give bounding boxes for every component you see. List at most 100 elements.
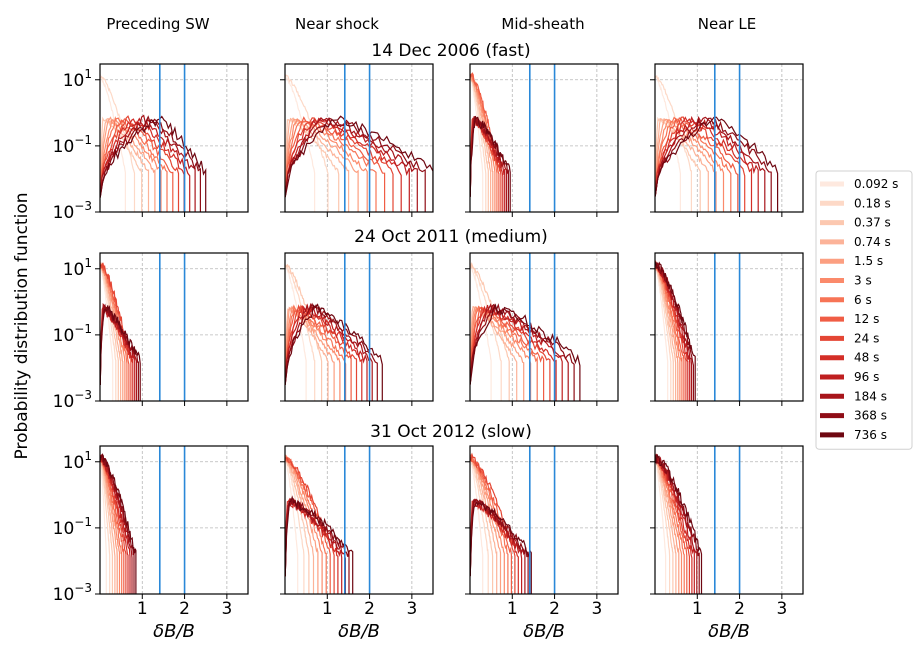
series-line	[655, 454, 703, 594]
series-line	[285, 457, 335, 594]
legend-label: 12 s	[854, 312, 879, 326]
panel-frame	[99, 252, 249, 402]
x-tick-label: 3	[776, 599, 787, 619]
series-line	[470, 76, 494, 212]
series-line	[655, 116, 753, 212]
series-line	[285, 495, 354, 594]
series-line	[655, 75, 692, 212]
series-line	[655, 119, 725, 212]
y-tick-label: 10−3	[53, 199, 92, 223]
series-line	[655, 453, 700, 594]
series-line	[285, 119, 368, 212]
panel: 1 2 3 δB/B	[465, 445, 619, 642]
panel-frame	[284, 252, 434, 402]
series-line	[100, 455, 135, 594]
legend-label: 48 s	[854, 351, 879, 365]
panel-frame	[654, 252, 804, 402]
panel-grid: 101 10−1 10−3 101 10−1 10−3 101 10−1 10−3 1 2 3 δB/B…	[53, 63, 804, 642]
x-tick-label: 1	[137, 599, 148, 619]
legend-label: 0.37 s	[854, 216, 891, 230]
legend-label: 96 s	[854, 370, 879, 384]
legend-label: 0.18 s	[854, 196, 891, 210]
series-line	[470, 500, 532, 594]
series-line	[655, 261, 696, 401]
series-line	[285, 304, 358, 401]
y-tick-label: 10−1	[53, 322, 92, 346]
series-line	[285, 264, 316, 401]
panel-frame	[469, 252, 619, 402]
panel: 1 2 3 δB/B	[280, 445, 434, 642]
x-tick-label: 3	[406, 599, 417, 619]
series-line	[100, 305, 141, 401]
series-line	[100, 453, 137, 594]
series-line	[285, 117, 340, 212]
panel-frame	[469, 445, 619, 595]
row-title: 14 Dec 2006 (fast)	[371, 41, 530, 61]
y-tick-label: 101	[63, 67, 92, 91]
panel-frame	[284, 445, 434, 595]
column-title: Preceding SW	[106, 15, 209, 33]
series-line	[655, 457, 674, 594]
y-tick-label: 10−1	[53, 515, 92, 539]
x-tick-label: 2	[364, 599, 375, 619]
column-title: Near shock	[295, 15, 379, 33]
panel-frame	[99, 445, 249, 595]
series-line	[100, 457, 125, 594]
legend-frame	[815, 170, 913, 450]
x-tick-label: 2	[734, 599, 745, 619]
series-line	[470, 306, 551, 401]
x-axis-label: δB/B	[338, 621, 380, 642]
series-line	[470, 498, 529, 594]
panel-frame	[654, 445, 804, 595]
series-line	[285, 117, 394, 212]
series-line	[470, 303, 575, 401]
series-line	[285, 117, 410, 212]
series-line	[285, 458, 305, 594]
series-line	[100, 118, 150, 212]
series-line	[100, 115, 207, 212]
x-tick-label: 1	[322, 599, 333, 619]
series-line	[285, 304, 352, 401]
panel	[280, 63, 434, 217]
series-line	[285, 117, 426, 212]
series-line	[655, 117, 709, 212]
series-line	[285, 75, 316, 212]
panel: 1 2 3 δB/B	[650, 445, 804, 642]
y-axis-label: Probability distribution function	[12, 193, 32, 460]
series-line	[100, 115, 201, 212]
series-line	[655, 265, 672, 401]
series-line	[655, 116, 779, 212]
series-line	[285, 120, 377, 212]
series-line	[100, 457, 113, 594]
series-line	[655, 265, 677, 401]
series-line	[100, 74, 126, 212]
panel: 101 10−1 10−3	[53, 63, 249, 223]
panel	[650, 63, 804, 217]
panel-frame	[469, 63, 619, 213]
y-tick-label: 101	[63, 256, 92, 280]
series-line	[100, 265, 117, 401]
series-line	[285, 74, 329, 212]
series-line	[655, 116, 732, 212]
series-line	[100, 262, 122, 401]
series-line	[655, 116, 766, 212]
panel-frame	[99, 63, 249, 213]
series-line	[470, 115, 511, 212]
y-tick-label: 10−3	[53, 388, 92, 412]
panel	[650, 252, 804, 406]
legend-label: 368 s	[854, 409, 887, 423]
panel-frame	[284, 63, 434, 213]
series-line	[100, 116, 156, 212]
series-line	[655, 455, 680, 594]
legend-label: 3 s	[854, 274, 872, 288]
y-tick-label: 10−3	[53, 581, 92, 605]
x-tick-label: 2	[549, 599, 560, 619]
series-line	[470, 458, 489, 594]
legend-label: 184 s	[854, 389, 887, 403]
panel: 101 10−1 10−3 1 2 3 δB/B	[53, 445, 249, 642]
x-tick-label: 2	[179, 599, 190, 619]
column-titles: Preceding SW Near shock Mid-sheath Near …	[106, 15, 756, 33]
series-line	[100, 114, 196, 212]
legend-label: 24 s	[854, 331, 879, 345]
